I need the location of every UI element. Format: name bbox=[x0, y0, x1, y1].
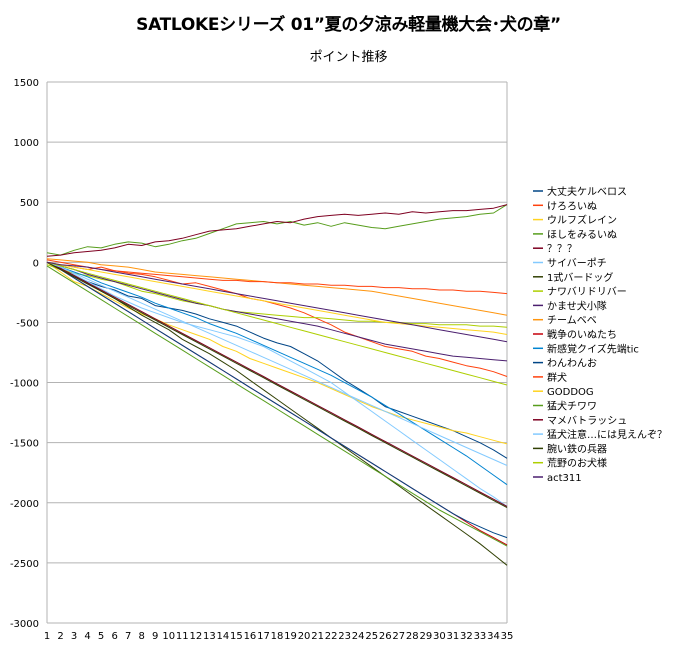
y-tick-label: 1000 bbox=[14, 138, 39, 149]
series-line-20 bbox=[46, 261, 508, 386]
series-line-12 bbox=[46, 261, 508, 486]
x-tick-label: 23 bbox=[338, 631, 351, 642]
x-tick-label: 33 bbox=[474, 631, 487, 642]
x-tick-label: 34 bbox=[487, 631, 500, 642]
y-tick-label: -500 bbox=[16, 318, 39, 329]
series-line-2 bbox=[46, 261, 508, 377]
x-tick-label: 28 bbox=[406, 631, 419, 642]
legend-label: わんわんお bbox=[547, 358, 597, 370]
legend-label: 大丈夫ケルベロス bbox=[547, 185, 627, 198]
x-tick-label: 4 bbox=[84, 631, 90, 642]
series-line-5 bbox=[46, 204, 508, 257]
legend-label: チームベベ bbox=[547, 315, 597, 327]
chart-subtitle: ポイント推移 bbox=[309, 50, 388, 65]
x-tick-label: 29 bbox=[419, 631, 432, 642]
y-tick-label: 1500 bbox=[14, 78, 39, 89]
legend-label: マメバトラッシュ bbox=[547, 415, 627, 427]
x-tick-label: 25 bbox=[365, 631, 378, 642]
x-tick-label: 26 bbox=[379, 631, 392, 642]
y-tick-label: -1500 bbox=[10, 439, 39, 450]
grid-lines bbox=[47, 81, 507, 624]
y-tick-label: -1000 bbox=[10, 379, 39, 390]
legend-label: 1式バードッグ bbox=[547, 271, 613, 284]
legend-label: かませ犬小隊 bbox=[547, 299, 607, 312]
series-line-1 bbox=[46, 261, 508, 459]
legend-label: 猛犬注意…には見えんぞ？ bbox=[547, 428, 667, 441]
series-line-6 bbox=[46, 261, 508, 507]
series-line-17 bbox=[46, 261, 508, 507]
legend-label: 新感覚クイズ先端tic bbox=[547, 342, 639, 355]
legend-label: 群犬 bbox=[547, 371, 567, 384]
series-line-14 bbox=[46, 259, 508, 295]
x-tick-label: 17 bbox=[257, 631, 270, 642]
legend-label: ナワバリドリバー bbox=[547, 286, 627, 298]
axes bbox=[46, 82, 508, 623]
x-tick-label: 13 bbox=[203, 631, 216, 642]
x-tick-label: 6 bbox=[111, 631, 117, 642]
x-tick-label: 31 bbox=[447, 631, 460, 642]
x-tick-label: 9 bbox=[152, 631, 158, 642]
series-line-21 bbox=[46, 261, 508, 343]
y-tick-label: 0 bbox=[33, 258, 39, 269]
series-line-19 bbox=[46, 261, 508, 509]
x-tick-label: 22 bbox=[325, 631, 338, 642]
x-tick-label: 32 bbox=[460, 631, 473, 642]
x-tick-label: 19 bbox=[284, 631, 297, 642]
x-tick-label: 30 bbox=[433, 631, 446, 642]
x-tick-label: 20 bbox=[298, 631, 311, 642]
x-tick-label: 24 bbox=[352, 631, 365, 642]
x-tick-label: 11 bbox=[176, 631, 189, 642]
series-line-18 bbox=[46, 261, 508, 466]
tick-labels: 1500 1000 500 0 -500 -1000 -1500 -2000 -2500 -300… bbox=[10, 78, 513, 642]
x-tick-label: 18 bbox=[271, 631, 284, 642]
y-tick-label: -2500 bbox=[10, 559, 39, 570]
x-tick-label: 1 bbox=[44, 631, 50, 642]
x-tick-label: 27 bbox=[392, 631, 405, 642]
x-tick-label: 12 bbox=[189, 631, 202, 642]
legend-label: 猛犬チワワ bbox=[547, 400, 597, 413]
legend-label: act311 bbox=[547, 473, 582, 484]
series-line-8 bbox=[46, 264, 508, 328]
series-line-4 bbox=[46, 204, 508, 256]
x-tick-label: 15 bbox=[230, 631, 243, 642]
series-lines bbox=[46, 204, 508, 566]
y-tick-label: 500 bbox=[20, 198, 39, 209]
legend-label: ほしをみるいぬ bbox=[547, 229, 617, 241]
legend-label: けろろいぬ bbox=[547, 200, 597, 212]
series-line-7 bbox=[46, 261, 508, 566]
series-line-13 bbox=[46, 261, 508, 539]
x-tick-label: 2 bbox=[57, 631, 63, 642]
x-tick-label: 14 bbox=[217, 631, 230, 642]
legend-label: ウルフズレイン bbox=[547, 214, 617, 227]
series-line-3 bbox=[46, 261, 508, 445]
y-tick-label: -3000 bbox=[10, 619, 39, 630]
legend-label: ？？？ bbox=[547, 244, 577, 255]
legend-label: 戦争のいぬたち bbox=[547, 328, 617, 341]
x-tick-label: 21 bbox=[311, 631, 324, 642]
legend-label: サイバーポチ bbox=[547, 258, 607, 270]
legend-label: 荒野のお犬様 bbox=[547, 457, 607, 470]
series-line-10 bbox=[46, 258, 508, 316]
x-tick-label: 8 bbox=[139, 631, 145, 642]
x-tick-label: 5 bbox=[98, 631, 104, 642]
legend-label: GODDOG bbox=[547, 387, 594, 398]
x-tick-label: 7 bbox=[125, 631, 131, 642]
x-tick-label: 35 bbox=[501, 631, 514, 642]
x-tick-label: 10 bbox=[162, 631, 175, 642]
chart-title: SATLOKEシリーズ 01”夏の夕涼み軽量機大会･犬の章” bbox=[136, 15, 561, 35]
series-line-15 bbox=[46, 261, 508, 335]
x-tick-label: 3 bbox=[71, 631, 77, 642]
legend-label: 腕い鉄の兵器 bbox=[547, 442, 607, 455]
series-line-9 bbox=[46, 261, 508, 362]
x-tick-label: 16 bbox=[244, 631, 257, 642]
series-line-16 bbox=[46, 265, 508, 547]
y-tick-label: -2000 bbox=[10, 499, 39, 510]
